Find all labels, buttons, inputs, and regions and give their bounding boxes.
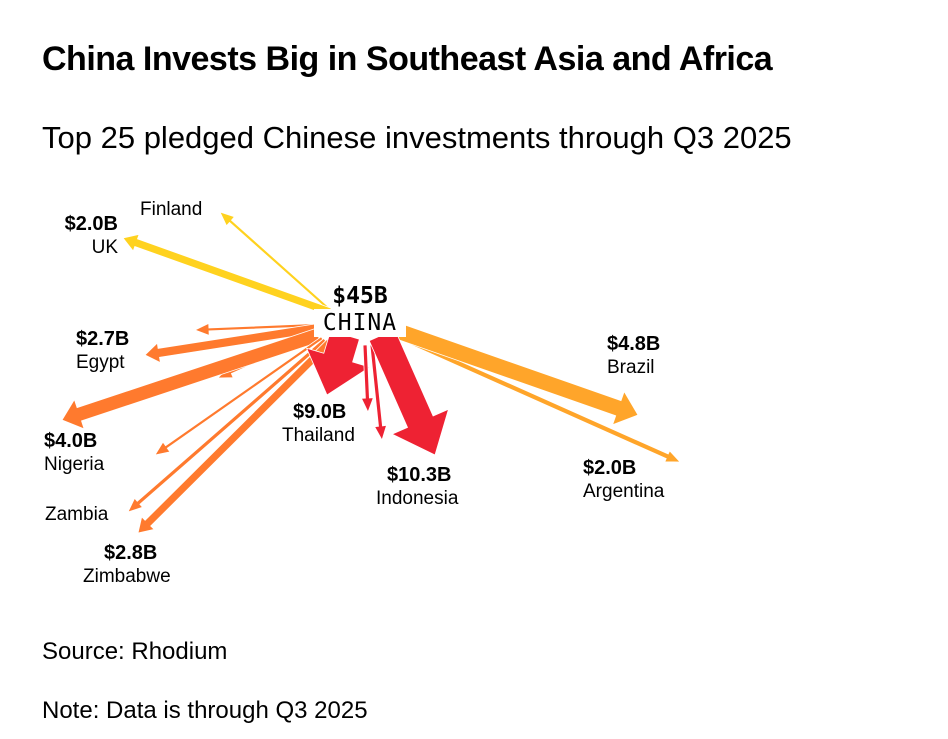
origin-name: CHINA — [314, 309, 406, 337]
source-note: Source: Rhodium — [42, 638, 228, 665]
origin-total: $45B — [332, 283, 388, 309]
name-egypt: Egypt — [76, 352, 125, 373]
data-note: Note: Data is through Q3 2025 — [42, 697, 368, 724]
arrow-minor — [360, 344, 374, 414]
label-egypt: $2.7B Egypt — [76, 327, 129, 375]
label-argentina: $2.0B Argentina — [583, 456, 664, 504]
label-brazil: $4.8B Brazil — [607, 332, 660, 380]
label-zimbabwe: $2.8B Zimbabwe — [83, 541, 171, 589]
name-indonesia: Indonesia — [376, 488, 459, 509]
value-thailand: $9.0B — [293, 401, 347, 423]
arrow-zambia — [127, 337, 327, 513]
value-indonesia: $10.3B — [387, 464, 452, 486]
arrow-uk — [122, 233, 332, 317]
label-nigeria: $4.0B Nigeria — [44, 429, 104, 477]
arrow-indonesia — [368, 328, 450, 456]
value-uk: $2.0B — [64, 213, 118, 235]
name-nigeria: Nigeria — [44, 454, 105, 475]
name-zambia: Zambia — [45, 504, 109, 525]
arrow-finland — [219, 211, 332, 312]
value-nigeria: $4.0B — [44, 430, 98, 452]
value-zimbabwe: $2.8B — [104, 542, 158, 564]
chart-title: China Invests Big in Southeast Asia and … — [42, 40, 773, 78]
arrow-minor — [369, 344, 388, 442]
label-finland: Finland — [140, 198, 202, 222]
chart-subtitle: Top 25 pledged Chinese investments throu… — [42, 120, 792, 155]
label-uk: $2.0B UK — [65, 212, 118, 260]
name-thailand: Thailand — [282, 425, 355, 446]
name-argentina: Argentina — [583, 481, 665, 502]
arrow-nigeria — [61, 327, 321, 430]
value-brazil: $4.8B — [607, 333, 661, 355]
value-argentina: $2.0B — [583, 457, 637, 479]
name-zimbabwe: Zimbabwe — [83, 566, 171, 587]
label-thailand: $9.0B Thailand — [282, 400, 355, 448]
value-egypt: $2.7B — [76, 328, 130, 350]
arrow-minor — [154, 336, 324, 456]
name-finland: Finland — [140, 199, 203, 220]
name-uk: UK — [91, 237, 118, 258]
arrow-zimbabwe — [137, 338, 334, 534]
label-zambia: Zambia — [45, 503, 108, 527]
name-brazil: Brazil — [607, 357, 655, 378]
arrow-brazil — [391, 321, 639, 426]
arrow-thailand — [305, 330, 371, 396]
origin-label: $45B CHINA — [314, 283, 406, 337]
label-indonesia: $10.3B Indonesia — [376, 463, 458, 511]
